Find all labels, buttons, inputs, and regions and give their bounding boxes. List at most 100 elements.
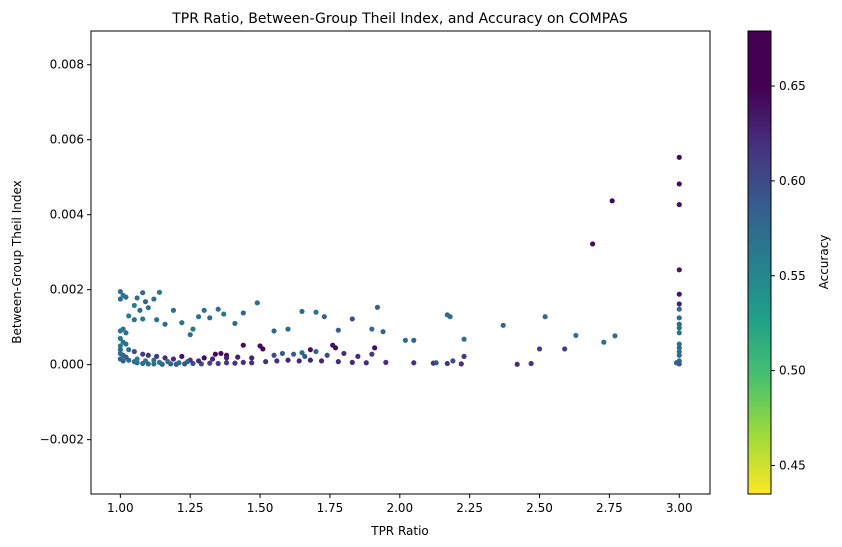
- scatter-point: [201, 355, 207, 361]
- colorbar: [747, 30, 772, 495]
- x-axis-ticks: 1.00 1.25 1.50 1.75 2.00 2.25 2.50 2.75 3.00: [107, 494, 693, 515]
- scatter-point: [562, 346, 568, 352]
- scatter-point: [676, 352, 682, 358]
- scatter-point: [123, 294, 129, 300]
- scatter-point: [676, 345, 682, 351]
- scatter-point: [120, 358, 126, 364]
- scatter-point: [212, 351, 218, 357]
- scatter-point: [145, 352, 151, 358]
- scatter-point: [296, 358, 302, 364]
- scatter-point: [349, 359, 355, 366]
- colorbar-tick-label: 0.45: [779, 459, 806, 473]
- scatter-point: [500, 322, 506, 328]
- scatter-point: [514, 361, 520, 367]
- colorbar-tick-label: 0.50: [779, 364, 806, 378]
- scatter-point: [274, 358, 280, 364]
- scatter-point: [318, 358, 325, 364]
- scatter-point: [140, 290, 146, 296]
- y-axis-ticks: −0.002 0.000 0.002 0.004 0.006 0.008: [40, 58, 91, 447]
- scatter-point: [134, 295, 140, 301]
- scatter-point: [676, 348, 682, 355]
- scatter-point: [313, 309, 319, 315]
- scatter-point: [187, 332, 193, 338]
- scatter-point: [321, 314, 327, 320]
- scatter-point: [528, 360, 534, 367]
- scatter-point: [402, 337, 408, 343]
- scatter-point: [142, 358, 149, 364]
- scatter-point: [117, 335, 123, 342]
- scatter-point: [355, 353, 361, 360]
- y-tick-label: −0.002: [40, 433, 84, 447]
- scatter-point: [145, 305, 151, 311]
- scatter-point: [299, 350, 305, 356]
- scatter-point: [291, 351, 297, 357]
- scatter-point: [609, 198, 615, 204]
- scatter-point: [126, 357, 132, 363]
- scatter-point: [601, 339, 607, 345]
- scatter-point: [324, 352, 330, 358]
- colorbar-ticks: 0.45 0.50 0.55 0.60 0.65: [771, 79, 806, 473]
- scatter-point: [676, 267, 682, 273]
- scatter-point: [176, 360, 182, 366]
- scatter-point: [235, 354, 241, 360]
- scatter-point: [223, 360, 230, 366]
- scatter-point: [131, 348, 137, 355]
- scatter-point: [676, 325, 682, 331]
- scatter-point: [190, 326, 196, 332]
- scatter-point: [123, 330, 129, 336]
- x-tick-label: 2.75: [596, 501, 623, 515]
- x-tick-label: 1.50: [247, 501, 274, 515]
- scatter-point: [179, 320, 185, 326]
- scatter-point: [140, 351, 146, 357]
- scatter-point: [215, 306, 221, 312]
- scatter-point: [299, 308, 305, 315]
- scatter-point: [134, 360, 140, 366]
- scatter-point: [154, 317, 160, 323]
- x-tick-label: 1.75: [317, 501, 344, 515]
- colorbar-tick-label: 0.60: [779, 174, 806, 188]
- y-tick-label: 0.004: [50, 208, 84, 222]
- scatter-point: [271, 352, 277, 358]
- scatter-point: [240, 342, 246, 348]
- scatter-point: [151, 361, 157, 367]
- scatter-point: [302, 353, 308, 360]
- scatter-point: [223, 355, 230, 361]
- scatter-point: [676, 341, 682, 347]
- scatter-point: [218, 350, 224, 357]
- x-tick-label: 2.00: [386, 501, 413, 515]
- scatter-point: [450, 358, 456, 364]
- scatter-point: [207, 360, 213, 366]
- scatter-point: [612, 333, 618, 339]
- x-tick-label: 1.00: [107, 501, 134, 515]
- scatter-point: [307, 347, 313, 353]
- scatter-point: [249, 360, 255, 366]
- scatter-point: [126, 313, 132, 319]
- scatter-point: [170, 356, 177, 362]
- scatter-point: [676, 330, 682, 336]
- scatter-point: [207, 315, 213, 321]
- scatter-points: [117, 154, 682, 367]
- scatter-point: [117, 288, 123, 295]
- scatter-point: [335, 359, 341, 365]
- scatter-point: [120, 326, 126, 332]
- scatter-point: [369, 351, 375, 357]
- scatter-point: [285, 326, 291, 332]
- scatter-point: [372, 345, 378, 351]
- scatter-point: [383, 359, 389, 366]
- scatter-point: [201, 307, 207, 313]
- scatter-point: [447, 314, 453, 320]
- scatter-point: [209, 356, 216, 362]
- plot-frame: [90, 30, 711, 495]
- scatter-point: [123, 341, 129, 347]
- scatter-point: [542, 314, 548, 320]
- scatter-point: [263, 359, 269, 365]
- scatter-point: [676, 154, 682, 160]
- scatter-point: [156, 359, 163, 366]
- colorbar-tick-label: 0.65: [779, 79, 806, 93]
- chart-title: TPR Ratio, Between-Group Theil Index, an…: [171, 11, 628, 27]
- scatter-point: [232, 320, 238, 327]
- scatter-point: [170, 307, 177, 313]
- scatter-point: [676, 315, 682, 321]
- scatter-point: [332, 345, 339, 351]
